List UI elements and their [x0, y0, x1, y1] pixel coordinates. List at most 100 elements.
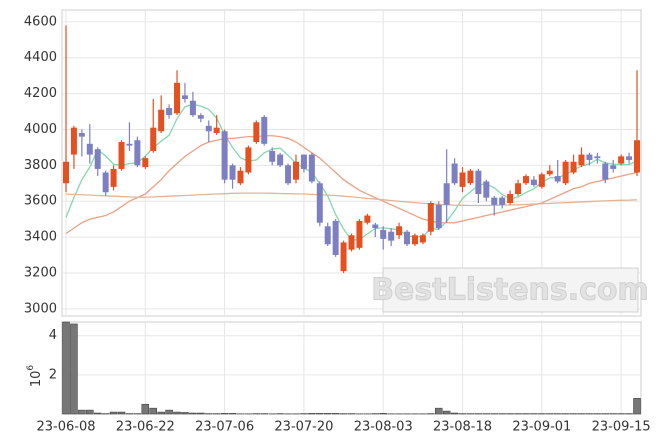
- candle-body: [388, 231, 395, 241]
- candle-body: [174, 82, 181, 114]
- candle-body: [285, 165, 292, 184]
- x-tick-label: 23-09-15: [592, 420, 651, 435]
- candle-body: [443, 183, 450, 205]
- candle-body: [467, 170, 474, 184]
- candle-body: [546, 170, 553, 175]
- volume-bar: [633, 398, 641, 415]
- volume-bar: [331, 413, 340, 415]
- volume-bar: [109, 411, 118, 415]
- candle-body: [292, 161, 299, 180]
- candle-body: [237, 170, 244, 184]
- candle-body: [332, 220, 339, 256]
- volume-bar: [165, 409, 173, 415]
- x-tick-label: 23-08-03: [354, 420, 413, 435]
- candle-body: [150, 127, 157, 151]
- volume-bar: [189, 412, 197, 415]
- volume-bar: [434, 407, 443, 415]
- candle-body: [221, 131, 228, 180]
- candle-body: [300, 154, 307, 169]
- y-tick-label: 3600: [24, 194, 57, 209]
- candle-body: [372, 224, 379, 229]
- ma-line: [65, 135, 638, 235]
- candle-body: [586, 154, 593, 160]
- volume-bar: [117, 411, 126, 415]
- candle-body: [411, 235, 418, 245]
- volume-bar: [228, 413, 237, 415]
- candle-body: [570, 161, 577, 173]
- y-tick-label: 4600: [24, 14, 57, 29]
- candle-body: [483, 181, 490, 198]
- x-tick-label: 23-09-01: [512, 420, 571, 435]
- volume-axis-label: 106: [26, 365, 44, 388]
- volume-bar: [86, 409, 94, 415]
- volume-bar: [149, 407, 157, 415]
- volume-panel: [61, 321, 642, 415]
- candle-body: [63, 161, 69, 184]
- candle-body: [253, 122, 260, 143]
- y-tick-label: 4400: [24, 50, 57, 65]
- volume-bar: [308, 413, 316, 415]
- candle-body: [396, 226, 403, 236]
- candle-body: [316, 183, 323, 223]
- candle-body: [245, 147, 252, 173]
- candle-body: [554, 176, 561, 182]
- candle-body: [158, 109, 165, 132]
- volume-bar: [70, 323, 78, 415]
- candle-body: [427, 202, 434, 232]
- volume-bar: [78, 409, 86, 415]
- watermark: BestListens.com: [371, 273, 649, 308]
- candle-body: [522, 176, 529, 184]
- volume-bar: [157, 411, 165, 415]
- y-tick-label: 4200: [24, 86, 57, 101]
- x-tick-label: 23-06-22: [116, 420, 175, 435]
- candle-body: [269, 150, 276, 162]
- candle-body: [166, 107, 173, 116]
- volume-tick-label: 2: [49, 367, 57, 382]
- candle-body: [70, 127, 77, 155]
- candle-body: [578, 154, 585, 166]
- candle-body: [324, 226, 331, 245]
- y-tick-label: 3400: [24, 230, 57, 245]
- candle-body: [634, 140, 640, 173]
- candle-body: [86, 143, 93, 155]
- candle-body: [507, 194, 514, 203]
- volume-bar: [379, 413, 387, 415]
- candle-body: [134, 140, 141, 166]
- y-tick-label: 3000: [24, 301, 57, 316]
- candle-body: [340, 242, 347, 272]
- y-tick-label: 3200: [24, 265, 57, 280]
- candle-body: [229, 165, 236, 180]
- candle-body: [126, 143, 133, 146]
- volume-bar: [173, 411, 181, 415]
- candle-body: [419, 235, 426, 243]
- volume-bar: [450, 412, 459, 415]
- watermark-box: [382, 267, 639, 313]
- candle-body: [356, 220, 363, 248]
- candle-body: [110, 168, 117, 187]
- candle-body: [404, 231, 411, 245]
- candle-body: [475, 170, 482, 195]
- candle-body: [205, 125, 212, 132]
- candle-body: [499, 197, 506, 205]
- candle-body: [491, 197, 498, 205]
- candle-body: [435, 204, 442, 229]
- candle-body: [459, 172, 466, 187]
- y-tick-label: 3800: [24, 158, 57, 173]
- volume-bar: [323, 413, 332, 415]
- volume-tick-label: 4: [49, 328, 57, 343]
- volume-bar: [442, 410, 451, 415]
- candle-body: [277, 154, 284, 166]
- volume-bar: [197, 412, 205, 415]
- candle-body: [530, 179, 537, 186]
- candle-body: [308, 154, 315, 182]
- x-tick-label: 23-07-06: [195, 420, 254, 435]
- candle-body: [102, 172, 109, 193]
- candle-body: [142, 158, 149, 168]
- candle-body: [197, 115, 204, 119]
- candle-body: [348, 235, 355, 250]
- volume-bar: [220, 413, 229, 415]
- plot-layer: [61, 9, 642, 415]
- candle-body: [118, 142, 125, 169]
- candle-body: [189, 100, 196, 116]
